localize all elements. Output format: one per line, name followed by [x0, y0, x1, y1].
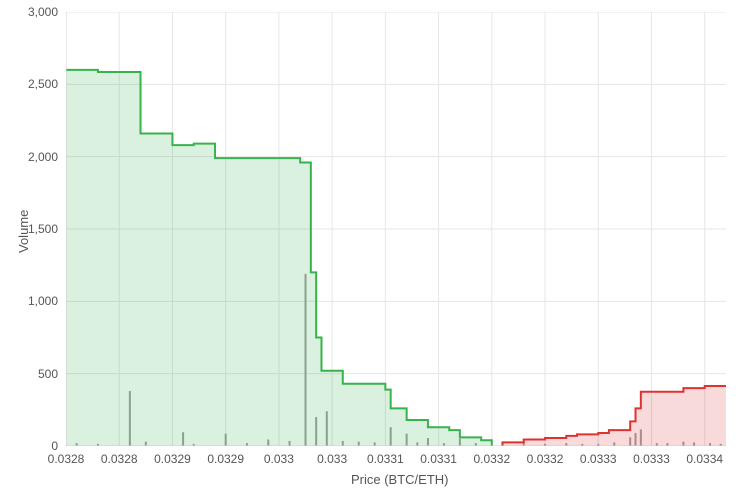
x-tick-label: 0.0333	[580, 452, 617, 466]
x-tick-label: 0.0334	[686, 452, 723, 466]
y-tick-label: 3,000	[8, 5, 58, 19]
x-tick-label: 0.0328	[101, 452, 138, 466]
y-tick-label: 2,000	[8, 150, 58, 164]
x-tick-label: 0.0329	[207, 452, 244, 466]
y-tick-label: 500	[8, 367, 58, 381]
x-tick-label: 0.0331	[420, 452, 457, 466]
plot-area	[66, 12, 726, 446]
x-tick-label: 0.0329	[154, 452, 191, 466]
x-tick-label: 0.0332	[527, 452, 564, 466]
x-tick-label: 0.0328	[48, 452, 85, 466]
x-tick-label: 0.033	[264, 452, 294, 466]
plot-svg	[66, 12, 726, 446]
y-axis-title: Volume	[16, 210, 31, 253]
x-tick-label: 0.033	[317, 452, 347, 466]
x-tick-label: 0.0332	[473, 452, 510, 466]
depth-chart: 05001,0001,5002,0002,5003,0000.03280.032…	[0, 0, 742, 500]
y-tick-label: 2,500	[8, 77, 58, 91]
x-tick-label: 0.0333	[633, 452, 670, 466]
x-axis-title: Price (BTC/ETH)	[351, 472, 449, 487]
y-tick-label: 0	[8, 439, 58, 453]
y-tick-label: 1,000	[8, 294, 58, 308]
x-tick-label: 0.0331	[367, 452, 404, 466]
